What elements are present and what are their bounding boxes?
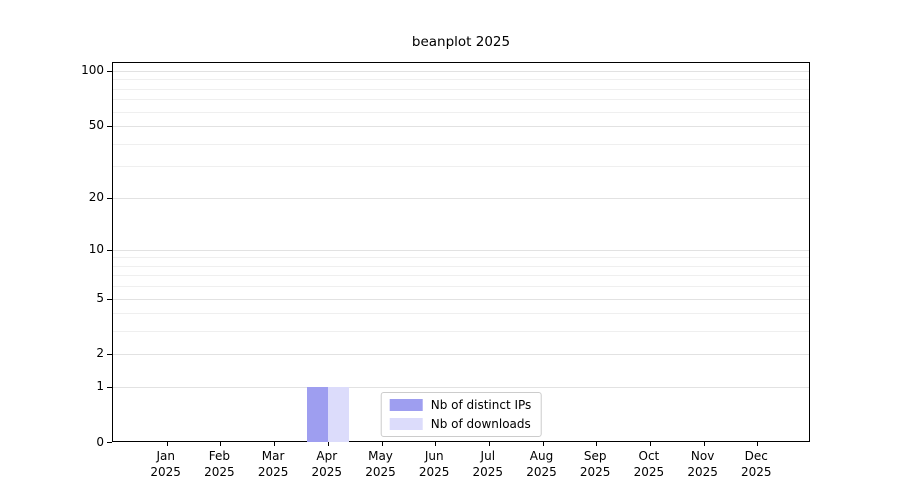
x-tick-label: Jul 2025	[456, 448, 520, 480]
y-tick-label: 0	[96, 435, 104, 449]
y-tick-mark	[107, 126, 112, 128]
y-tick-mark	[107, 249, 112, 251]
gridline-minor	[113, 166, 809, 168]
x-tick-month: Feb	[208, 449, 231, 463]
y-tick-mark	[107, 71, 112, 72]
y-tick-label: 2	[96, 346, 104, 361]
x-tick-year: 2025	[687, 465, 718, 479]
gridline-minor	[113, 111, 809, 113]
x-tick-month: Oct	[638, 449, 660, 463]
x-tick-year: 2025	[365, 465, 396, 479]
gridline-minor	[113, 79, 809, 81]
x-tick-label: Mar 2025	[241, 448, 305, 480]
x-tick-mark	[274, 442, 276, 446]
y-tick-mark	[107, 298, 112, 300]
legend-swatch-nb-of-distinct-ips	[389, 399, 423, 411]
y-tick-mark	[107, 197, 112, 199]
x-tick-mark	[435, 442, 437, 446]
legend-label: Nb of downloads	[430, 417, 531, 431]
x-tick-label: Feb 2025	[187, 448, 251, 480]
x-tick-month: Jan	[156, 449, 175, 463]
y-tick-label: 5	[96, 290, 104, 305]
x-tick-month: Mar	[261, 449, 285, 463]
x-tick-label: Jan 2025	[134, 448, 198, 480]
x-tick-label: Dec 2025	[724, 448, 788, 480]
x-tick-mark	[542, 442, 544, 446]
x-tick-month: May	[368, 449, 393, 463]
bar-nb-of-distinct-ips	[306, 387, 328, 442]
x-tick-year: 2025	[472, 465, 504, 479]
x-tick-year: 2025	[526, 465, 557, 479]
y-tick-label: 20	[88, 189, 104, 204]
y-tick-label: 10	[88, 241, 104, 256]
gridline-minor	[113, 313, 809, 315]
x-tick-year: 2025	[633, 465, 665, 479]
x-tick-month: Dec	[744, 449, 768, 463]
gridline-major	[113, 298, 809, 300]
x-tick-year: 2025	[418, 465, 450, 479]
legend: Nb of distinct IPs Nb of downloads	[380, 392, 542, 437]
gridline-minor	[113, 88, 809, 90]
gridline-major	[113, 354, 809, 356]
chart-title: beanplot 2025	[411, 34, 511, 50]
gridline-major	[113, 387, 809, 389]
gridline-minor	[113, 99, 809, 101]
gridline-minor	[113, 265, 809, 267]
x-tick-month: Nov	[690, 449, 715, 463]
x-tick-mark	[327, 442, 329, 446]
gridline-major	[113, 197, 809, 199]
x-tick-label: Aug 2025	[510, 448, 574, 480]
x-tick-mark	[649, 442, 651, 446]
x-tick-month: Aug	[529, 449, 554, 463]
plot-area: Nb of distinct IPs Nb of downloads	[107, 62, 810, 446]
x-tick-label: Apr 2025	[295, 448, 359, 480]
x-tick-month: Jun	[424, 449, 444, 463]
gridline-minor	[113, 275, 809, 277]
legend-label: Nb of distinct IPs	[430, 398, 532, 412]
legend-entry: Nb of downloads	[389, 417, 532, 431]
x-tick-mark	[757, 442, 759, 446]
gridline-minor	[113, 143, 809, 145]
y-tick-mark	[107, 442, 112, 443]
x-tick-year: 2025	[741, 465, 772, 479]
x-tick-year: 2025	[579, 465, 611, 479]
x-tick-year: 2025	[204, 465, 235, 479]
x-tick-label: Jun 2025	[402, 448, 466, 480]
gridline-minor	[113, 257, 809, 259]
x-tick-label: Oct 2025	[617, 448, 681, 480]
x-tick-label: May 2025	[349, 448, 413, 480]
y-tick-label: 100	[81, 63, 104, 77]
legend-swatch-nb-of-downloads	[389, 418, 423, 430]
x-tick-mark	[220, 442, 222, 446]
gridline-minor	[113, 286, 809, 288]
gridline-minor	[113, 331, 809, 333]
x-tick-label: Sep 2025	[563, 448, 627, 480]
gridline-major	[113, 126, 809, 128]
y-tick-label: 50	[88, 118, 104, 133]
x-tick-mark	[166, 442, 168, 446]
gridline-major	[113, 71, 809, 72]
x-tick-mark	[488, 442, 490, 446]
bar-nb-of-downloads	[327, 387, 349, 442]
x-tick-mark	[596, 442, 598, 446]
y-tick-label: 1	[96, 379, 104, 394]
legend-entry: Nb of distinct IPs	[389, 398, 532, 412]
x-tick-year: 2025	[311, 465, 343, 479]
x-tick-label: Nov 2025	[671, 448, 735, 480]
y-tick-mark	[107, 387, 112, 389]
x-tick-year: 2025	[150, 465, 181, 479]
x-tick-month: Sep	[583, 449, 607, 463]
x-tick-month: Apr	[316, 449, 338, 463]
x-tick-year: 2025	[257, 465, 289, 479]
gridline-major	[113, 249, 809, 251]
y-tick-mark	[107, 354, 112, 356]
x-tick-mark	[381, 442, 383, 446]
x-tick-month: Jul	[480, 449, 496, 463]
x-tick-mark	[703, 442, 705, 446]
